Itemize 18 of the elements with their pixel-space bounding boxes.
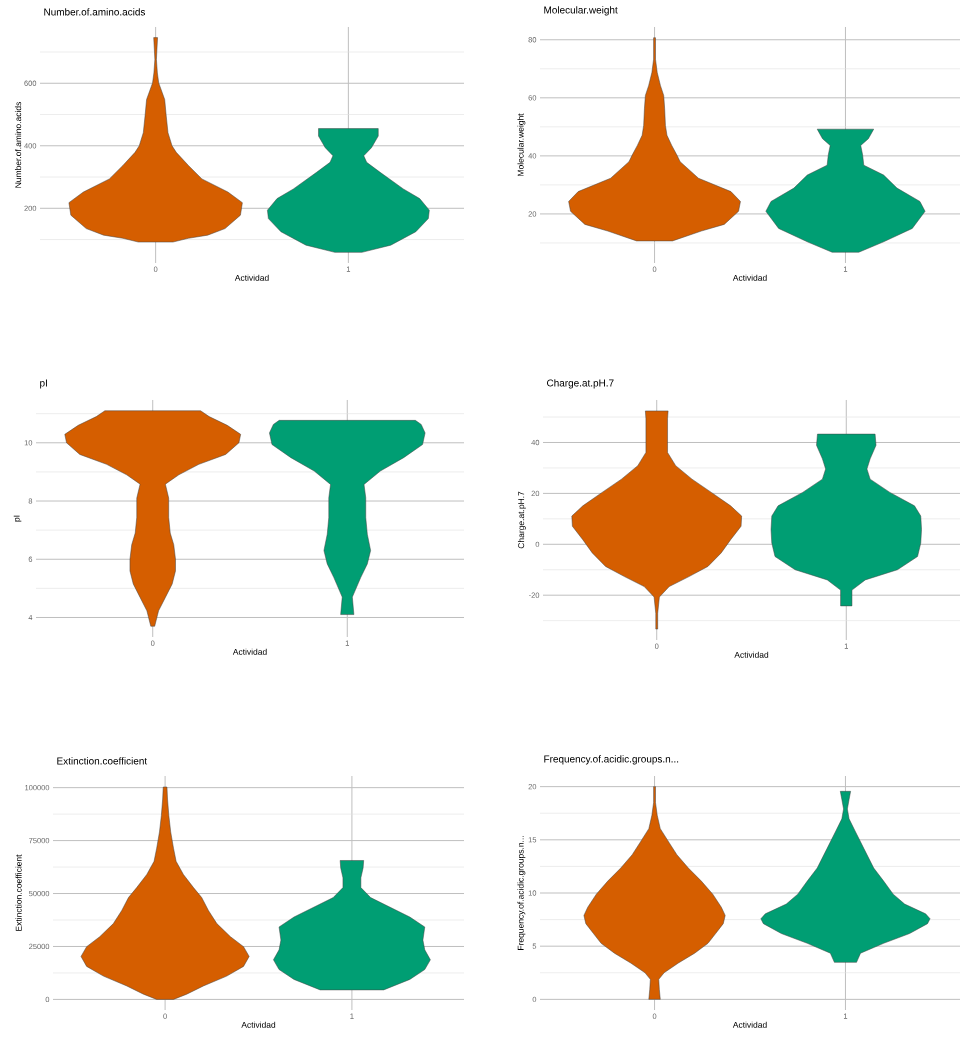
x-axis-title: Actividad bbox=[232, 648, 267, 655]
x-axis-title: Actividad bbox=[241, 1021, 276, 1028]
y-axis-title: Charge.at.pH.7 bbox=[517, 491, 526, 549]
chart-title: Frequency.of.acidic.groups.n... bbox=[544, 755, 679, 765]
chart-title: Extinction.coefficient bbox=[57, 757, 148, 765]
chart-title: Number.of.amino.acids bbox=[44, 8, 146, 16]
x-axis-title: Actividad bbox=[734, 651, 769, 658]
y-axis-title: Frequency.of.acidic.groups.n... bbox=[517, 836, 526, 950]
chart-title: pI bbox=[40, 379, 47, 389]
y-axis-title: Number.of.amino.acids bbox=[14, 102, 22, 188]
x-axis-title: Actividad bbox=[234, 274, 269, 281]
y-axis-title: Extinction.coefficient bbox=[15, 854, 22, 931]
chart-title: Molecular.weight bbox=[544, 6, 618, 16]
x-axis-title: Actividad bbox=[732, 1021, 767, 1028]
chart-title: Charge.at.pH.7 bbox=[547, 379, 614, 389]
y-axis-title: pI bbox=[13, 515, 22, 522]
x-axis-title: Actividad bbox=[732, 274, 767, 281]
y-axis-title: Molecular.weight bbox=[517, 113, 526, 176]
